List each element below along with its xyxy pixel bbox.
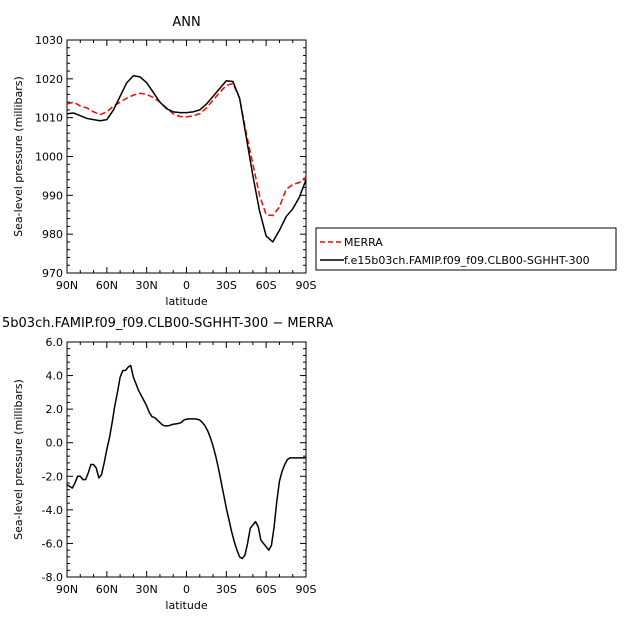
y-tick-label: -8.0 (42, 571, 63, 584)
chart-title: 5b03ch.FAMIP.f09_f09.CLB00-SGHHT-300 − M… (2, 316, 333, 331)
x-tick-label: 30S (216, 583, 237, 596)
y-tick-label: 6.0 (46, 336, 64, 349)
y-tick-label: -6.0 (42, 537, 63, 550)
y-tick-label: 4.0 (46, 370, 64, 383)
y-tick-label: -2.0 (42, 470, 63, 483)
series-line-0 (66, 82, 307, 217)
x-tick-label: 30N (136, 279, 158, 292)
legend-entry-0: MERRA (344, 236, 383, 249)
x-tick-label: 30N (136, 583, 158, 596)
y-axis-label: Sea-level pressure (millibars) (12, 76, 25, 237)
y-axis-label: Sea-level pressure (millibars) (12, 379, 25, 540)
y-tick-label: 1010 (35, 112, 63, 125)
series-line-0 (66, 364, 306, 560)
y-tick-label: 1000 (35, 151, 63, 164)
series-line-1 (66, 74, 307, 243)
x-tick-label: 60N (96, 279, 118, 292)
top-chart-panel: 90N 60N 30N 0 30S 60S 90S 970 980 990 1000 1010 1020… (12, 15, 317, 308)
y-tick-label: 0.0 (46, 437, 64, 450)
x-tick-label: 90S (296, 583, 317, 596)
x-tick-label: 0 (183, 583, 190, 596)
y-tick-label: 1030 (35, 34, 63, 47)
x-axis-label: latitude (165, 295, 207, 308)
x-tick-label: 90S (296, 279, 317, 292)
x-tick-label: 60N (96, 583, 118, 596)
x-tick-label: 60S (256, 583, 277, 596)
x-tick-label: 30S (216, 279, 237, 292)
y-tick-label: -4.0 (42, 504, 63, 517)
x-axis-label: latitude (165, 599, 207, 612)
x-tick-label: 90N (56, 583, 78, 596)
y-tick-label: 2.0 (46, 403, 64, 416)
legend: MERRA f.e15b03ch.FAMIP.f09_f09.CLB00-SGHH… (315, 227, 617, 271)
y-tick-label: 980 (42, 228, 63, 241)
bottom-chart-panel: 90N 60N 30N 0 30S 60S 90S -8.0 -6.0 -4.0 -2.0 0.0 2.… (2, 316, 333, 612)
x-tick-label: 60S (256, 279, 277, 292)
y-tick-label: 990 (42, 189, 63, 202)
x-tick-label: 0 (183, 279, 190, 292)
legend-entry-1: f.e15b03ch.FAMIP.f09_f09.CLB00-SGHHT-300 (344, 254, 590, 267)
plot-frame (66, 39, 307, 274)
legend-box (315, 227, 617, 271)
chart-title: ANN (172, 15, 200, 30)
plot-frame (66, 341, 307, 578)
y-tick-label: 970 (42, 267, 63, 280)
x-tick-label: 90N (56, 279, 78, 292)
y-tick-label: 1020 (35, 73, 63, 86)
